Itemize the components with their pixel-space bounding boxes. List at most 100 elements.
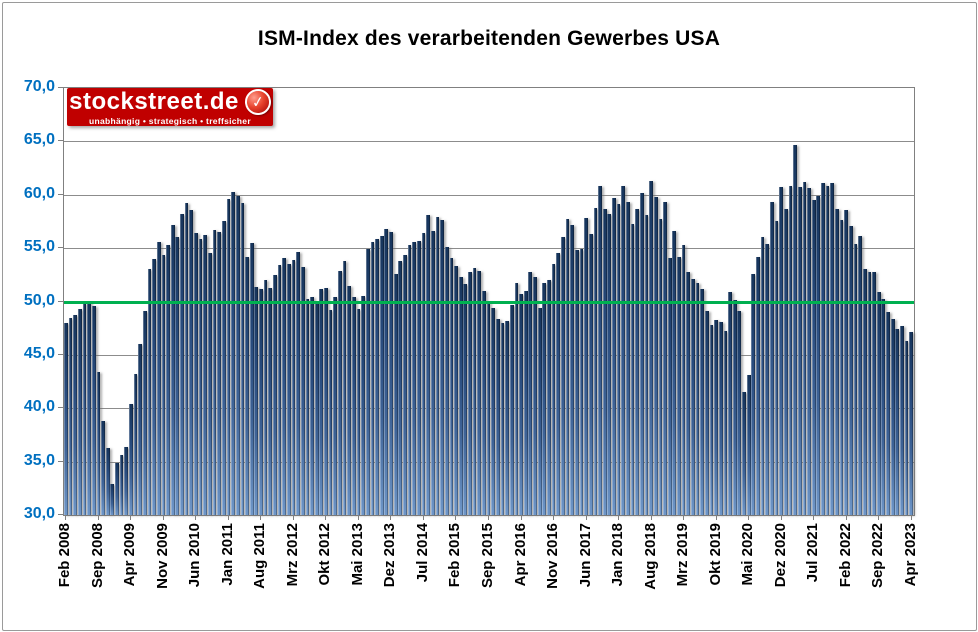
bar <box>872 271 876 515</box>
y-axis-label: 30,0 <box>23 505 55 522</box>
bar <box>732 300 737 515</box>
bar <box>533 276 537 515</box>
bar <box>468 271 472 515</box>
bar <box>324 287 328 515</box>
bar <box>811 200 816 515</box>
bar <box>807 188 811 515</box>
bar <box>286 264 291 515</box>
bar <box>101 421 105 515</box>
bar <box>537 307 542 515</box>
y-tick <box>58 300 63 302</box>
bar <box>607 213 612 515</box>
bar <box>203 235 208 515</box>
bar <box>458 276 463 515</box>
x-tick <box>455 515 457 520</box>
bar <box>677 256 681 515</box>
x-tick <box>650 515 652 520</box>
bar <box>765 243 770 515</box>
plot-area: stockstreet.de ✓ unabhängig • strategisc… <box>63 86 915 516</box>
gridline-65 <box>64 141 914 143</box>
bar <box>886 312 890 515</box>
y-tick <box>58 247 63 249</box>
bar <box>124 446 129 515</box>
reference-line-50 <box>64 300 914 304</box>
bar <box>110 484 115 515</box>
bar <box>454 266 458 515</box>
bar <box>667 257 672 515</box>
bar <box>361 296 365 515</box>
bar <box>500 322 505 515</box>
bar <box>867 271 872 515</box>
bar <box>890 318 895 515</box>
bar <box>180 213 184 515</box>
bar <box>421 233 426 515</box>
y-tick <box>58 514 63 515</box>
bar <box>774 221 779 515</box>
bar <box>133 374 138 515</box>
bar <box>862 269 867 515</box>
bar <box>756 256 760 515</box>
bar <box>835 208 839 515</box>
bar <box>709 325 714 515</box>
x-axis-label: Dez 2013 <box>381 523 399 588</box>
bar <box>635 208 640 515</box>
bar <box>602 208 607 515</box>
bar <box>519 294 523 515</box>
bar <box>816 195 821 515</box>
bar <box>881 299 886 515</box>
x-tick <box>683 515 685 520</box>
bar <box>175 237 180 515</box>
x-axis-label: Sep 2022 <box>869 523 887 589</box>
x-tick <box>780 515 782 520</box>
bar <box>909 332 914 515</box>
bar <box>300 267 305 515</box>
chart-title: ISM-Index des verarbeitenden Gewerbes US… <box>257 27 721 50</box>
bar <box>523 290 528 515</box>
bar <box>226 199 231 515</box>
bar <box>273 274 277 515</box>
bar <box>407 244 412 515</box>
y-axis-label: 40,0 <box>23 398 55 416</box>
bar <box>472 268 477 515</box>
bar <box>254 286 259 515</box>
bar <box>198 238 203 515</box>
y-tick <box>58 140 63 142</box>
bar <box>779 187 784 515</box>
bar <box>588 234 593 515</box>
bar <box>565 219 570 515</box>
bar <box>87 301 91 515</box>
bar <box>844 209 849 515</box>
bar <box>770 202 774 515</box>
x-tick <box>97 515 99 520</box>
bar <box>170 224 175 515</box>
check-icon: ✓ <box>243 86 273 117</box>
x-axis-label: Nov 2009 <box>153 523 171 589</box>
bar <box>853 243 858 515</box>
bar <box>639 192 644 515</box>
x-tick <box>618 515 620 520</box>
y-axis-label: 50,0 <box>23 291 55 309</box>
y-tick <box>58 407 63 409</box>
bar <box>291 259 296 515</box>
bar <box>491 307 496 515</box>
bar <box>788 186 793 515</box>
x-tick <box>520 515 522 520</box>
y-tick <box>58 87 63 88</box>
x-axis-label: Feb 2015 <box>446 523 464 588</box>
bar <box>77 308 82 515</box>
x-axis-label: Nov 2016 <box>544 523 562 589</box>
x-tick <box>553 515 555 520</box>
bar <box>328 310 333 515</box>
x-tick <box>585 515 587 520</box>
bar <box>449 257 454 515</box>
bar <box>505 320 509 515</box>
x-axis-label: Apr 2023 <box>901 523 919 587</box>
bar <box>184 203 189 515</box>
x-axis-label: Mrz 2012 <box>283 523 301 587</box>
bar <box>821 183 825 515</box>
bar <box>296 252 300 515</box>
bar <box>653 196 658 515</box>
bar <box>403 254 407 515</box>
bar <box>714 319 718 515</box>
bar <box>96 371 101 515</box>
